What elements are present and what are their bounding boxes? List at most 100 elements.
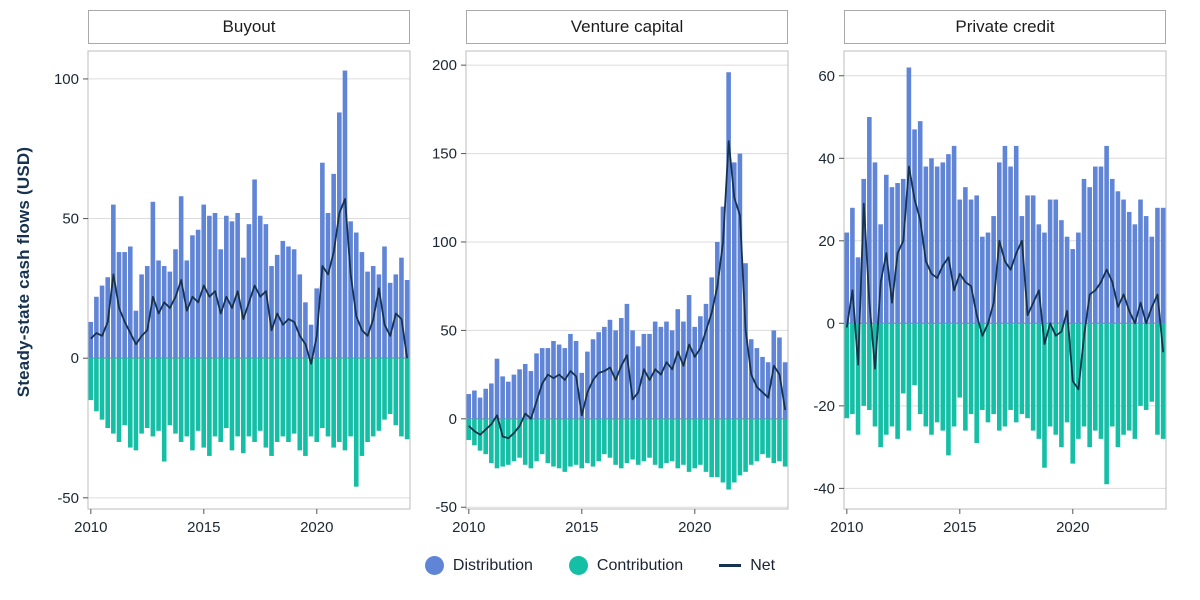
distribution-bar	[1025, 195, 1030, 324]
contribution-bar	[996, 323, 1002, 431]
distribution-bar	[291, 249, 297, 359]
contribution-bar	[1155, 323, 1160, 435]
distribution-bar	[720, 206, 726, 419]
contribution-bar	[844, 323, 850, 419]
contribution-bar	[568, 418, 573, 467]
distribution-bar	[99, 285, 105, 359]
contribution-bar	[1030, 323, 1036, 431]
contribution-bar	[517, 418, 522, 458]
distribution-bar	[494, 358, 500, 419]
net-line	[845, 165, 1165, 391]
contribution-bar	[590, 418, 596, 467]
panel-venture-capital: Venture capital -50 0 50 100 150 200 2010 2015 2…	[414, 10, 792, 539]
legend-label: Distribution	[452, 556, 533, 574]
distribution-bar	[1059, 220, 1064, 324]
contribution-bar	[669, 418, 675, 462]
contribution-bar	[1109, 323, 1115, 427]
contribution-bar	[105, 358, 110, 429]
contribution-bar	[235, 358, 240, 437]
distribution-bar	[980, 236, 985, 324]
distribution-bar	[122, 252, 127, 359]
distribution-bar	[760, 356, 765, 419]
distribution-bar	[269, 266, 274, 359]
y-tick-label: 150	[432, 146, 457, 163]
distribution-bar	[511, 374, 517, 419]
legend-item-contribution: Contribution	[568, 556, 683, 575]
distribution-bar	[1013, 145, 1019, 324]
contribution-bar	[274, 358, 280, 442]
facet-strip-private-credit: Private credit	[844, 10, 1166, 44]
distribution-bar	[303, 302, 308, 359]
plot-area: -40 -20 0 20 40 60 2010 2015 2020	[813, 50, 1167, 536]
distribution-bar	[1109, 178, 1115, 324]
distribution-bar	[1008, 166, 1013, 324]
plot-venture-capital: -50 0 50 100 150 200 2010 2015 2020	[432, 50, 789, 536]
contribution-bar	[1093, 323, 1098, 431]
contribution-bar	[991, 323, 996, 415]
distribution-bar	[951, 145, 957, 324]
distribution-bar	[743, 263, 748, 419]
contribution-bar	[855, 323, 861, 435]
distribution-bar	[703, 303, 709, 419]
contribution-bar	[850, 323, 855, 415]
contribution-bar	[675, 418, 681, 469]
contribution-bar	[545, 418, 551, 464]
distribution-bar	[618, 318, 624, 419]
contribution-bar	[647, 418, 652, 458]
distribution-bar	[94, 296, 99, 359]
distribution-bar	[235, 212, 240, 359]
distribution-bar	[404, 280, 410, 359]
distribution-bar	[883, 174, 889, 324]
distribution-bar	[1047, 199, 1053, 324]
facet-panels: Buyout -50 0 50 100 2010 2015 2020 Venture cap…	[36, 10, 1170, 539]
distribution-bar	[1104, 145, 1109, 324]
facet-strip-venture-capital: Venture capital	[466, 10, 788, 44]
contribution-bar	[229, 358, 235, 451]
x-tick-label: 2020	[1056, 519, 1089, 536]
contribution-bar	[257, 358, 263, 431]
x-tick-label: 2010	[830, 519, 863, 536]
distribution-bar	[698, 316, 703, 419]
contribution-bar	[1002, 323, 1008, 427]
distribution-bar	[551, 341, 556, 419]
y-tick-label: 60	[818, 68, 835, 85]
distribution-bar	[692, 326, 698, 419]
distribution-bar	[985, 232, 991, 324]
contribution-bar	[122, 358, 127, 426]
distribution-bar	[850, 207, 855, 324]
distribution-bar	[500, 376, 505, 419]
distribution-bar	[229, 221, 235, 359]
contribution-bar	[652, 418, 658, 465]
x-tick-label: 2020	[678, 519, 711, 536]
contribution-bar	[1126, 323, 1132, 431]
contribution-bar	[353, 358, 359, 487]
contribution-bar	[184, 358, 190, 437]
distribution-bar	[562, 348, 568, 419]
distribution-bar	[489, 383, 494, 419]
distribution-bar	[167, 271, 173, 359]
contribution-bar	[1132, 323, 1138, 439]
contribution-bar	[737, 418, 743, 476]
contribution-bar	[393, 358, 399, 426]
x-tick-label: 2015	[187, 519, 220, 536]
contribution-bar	[483, 418, 488, 455]
distribution-bar	[342, 70, 348, 359]
contribution-bar	[291, 358, 297, 434]
contribution-bar	[286, 358, 291, 442]
distribution-bar	[545, 348, 551, 419]
y-tick-label: 0	[449, 411, 457, 428]
y-axis-title: Steady-state cash flows (USD)	[14, 146, 33, 398]
y-tick-label: -20	[813, 398, 835, 415]
y-tick-label: 100	[432, 234, 457, 251]
contribution-bar	[505, 418, 511, 465]
y-tick-label: -50	[435, 499, 457, 516]
contribution-bar	[269, 358, 274, 456]
distribution-bar	[906, 67, 912, 324]
distribution-bar	[1053, 199, 1059, 324]
contribution-bar	[726, 418, 731, 490]
contribution-bar	[596, 418, 601, 462]
distribution-swatch-icon	[424, 556, 444, 575]
distribution-bar	[664, 321, 669, 419]
distribution-bar	[872, 162, 878, 324]
distribution-bar	[1064, 236, 1070, 324]
